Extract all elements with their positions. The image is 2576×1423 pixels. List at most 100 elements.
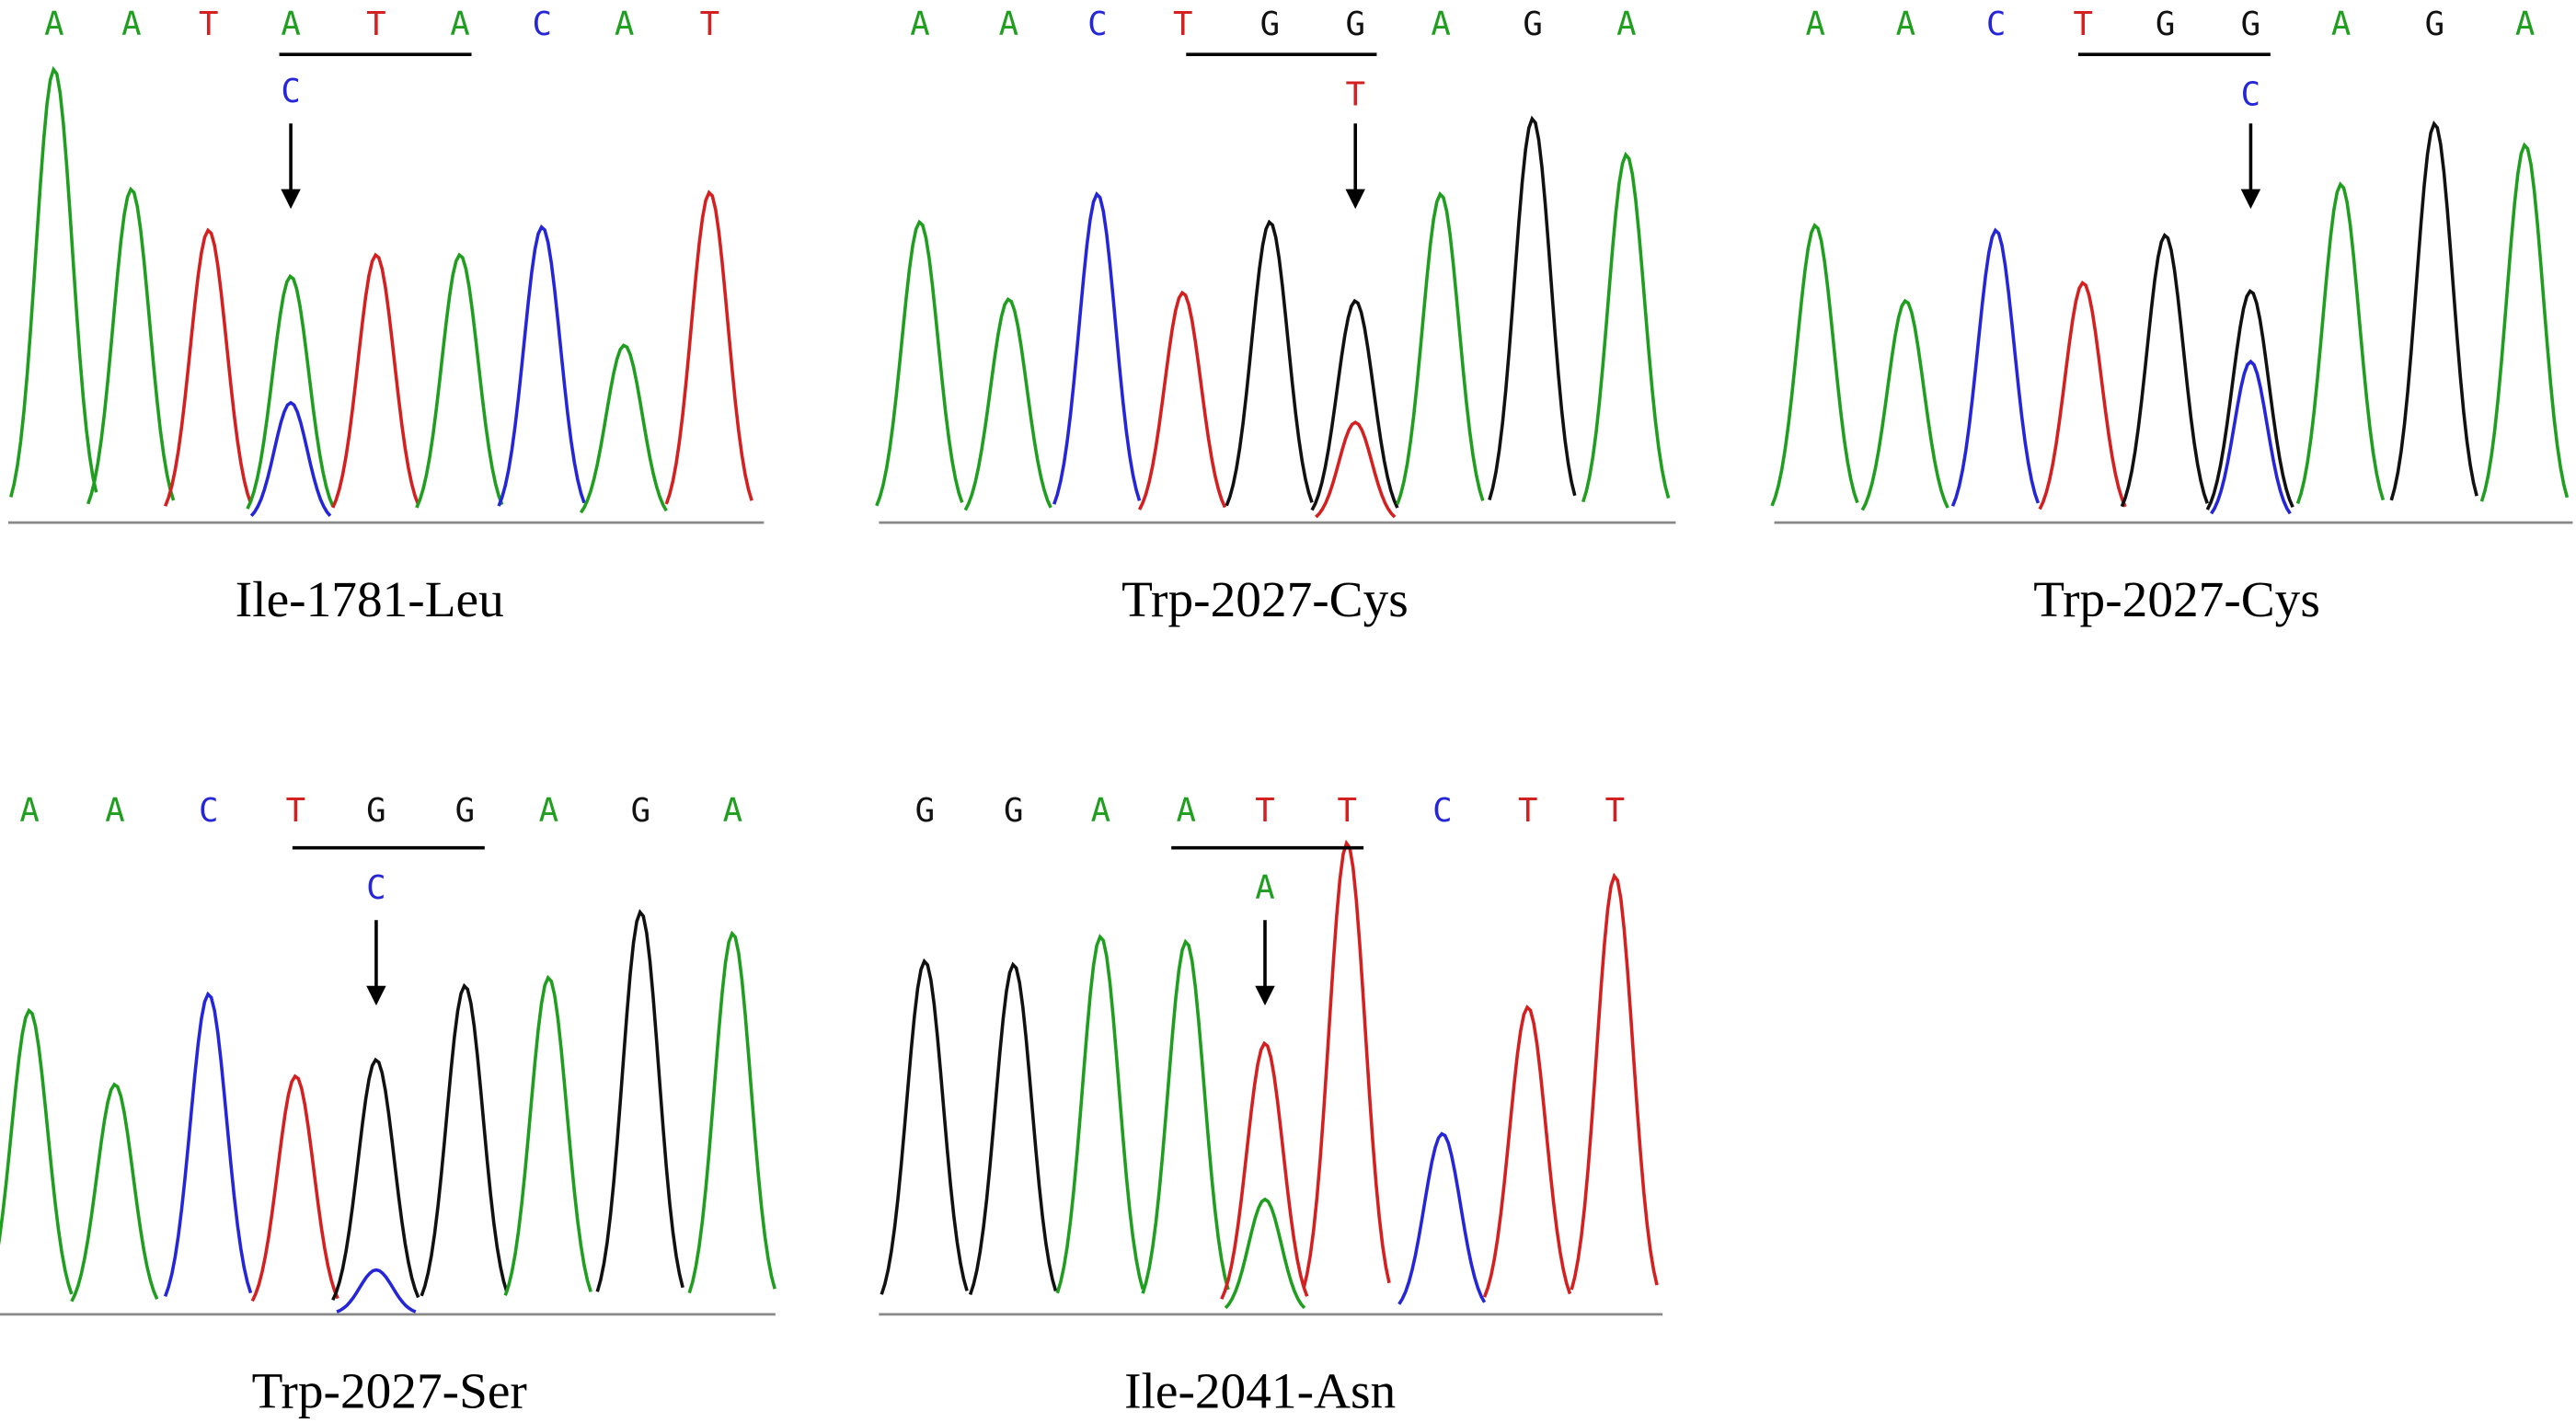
mutant-base: T bbox=[1345, 76, 1365, 114]
trace-peak bbox=[579, 343, 668, 514]
trace-peak bbox=[1581, 151, 1671, 503]
trace-peak bbox=[2205, 288, 2294, 511]
base-call: A bbox=[1177, 792, 1197, 830]
base-call: T bbox=[199, 6, 218, 43]
base-call: A bbox=[105, 792, 125, 830]
trace-peak bbox=[86, 186, 176, 505]
base-call: C bbox=[1087, 6, 1108, 43]
arrow-head bbox=[281, 189, 301, 210]
trace-peak bbox=[968, 961, 1058, 1295]
base-call: G bbox=[1523, 6, 1543, 43]
trace-peak bbox=[963, 296, 1052, 511]
base-call: G bbox=[1004, 792, 1024, 830]
trace-peak bbox=[163, 227, 253, 507]
arrow-head bbox=[1345, 189, 1365, 210]
trace-peak bbox=[415, 252, 504, 509]
trace-peak bbox=[664, 189, 753, 505]
trace-peak bbox=[1397, 1131, 1487, 1305]
base-call: A bbox=[615, 6, 635, 43]
base-call: A bbox=[2515, 6, 2536, 43]
trace-peak bbox=[1055, 934, 1144, 1294]
base-call: T bbox=[1338, 792, 1358, 830]
base-call: A bbox=[1805, 6, 1825, 43]
mutation-label: Trp-2027-Ser bbox=[252, 1363, 527, 1419]
trace-peak bbox=[2389, 120, 2478, 501]
base-call: T bbox=[366, 6, 386, 43]
trace-peak bbox=[2120, 232, 2209, 508]
trace-peak bbox=[1224, 1197, 1306, 1310]
trace-peak bbox=[1488, 115, 1577, 500]
trace-peak bbox=[1860, 298, 1949, 511]
base-call: T bbox=[1255, 792, 1274, 830]
trace-peak bbox=[250, 1073, 339, 1303]
trace-peak bbox=[1315, 420, 1397, 519]
trace-peak bbox=[1052, 191, 1142, 505]
trace-peak bbox=[331, 1057, 420, 1302]
base-call: G bbox=[366, 792, 386, 830]
base-call: T bbox=[286, 792, 306, 830]
trace-peak bbox=[2210, 359, 2292, 515]
mutation-label: Trp-2027-Cys bbox=[1121, 571, 1409, 627]
base-call: G bbox=[2425, 6, 2445, 43]
trace-peak bbox=[1396, 191, 1485, 505]
trace-peak bbox=[9, 65, 98, 498]
trace-peak bbox=[497, 224, 586, 507]
trace-peak bbox=[249, 400, 332, 517]
arrow-head bbox=[2240, 189, 2261, 210]
arrow-head bbox=[1255, 985, 1275, 1006]
base-call: A bbox=[999, 6, 1019, 43]
base-call: G bbox=[1260, 6, 1281, 43]
trace-peak bbox=[331, 252, 420, 509]
trace-peak bbox=[1950, 227, 2041, 507]
base-call: A bbox=[723, 792, 743, 830]
trace-peak bbox=[2295, 181, 2386, 504]
base-call: C bbox=[1986, 6, 2007, 43]
base-call: A bbox=[44, 6, 64, 43]
base-call: G bbox=[1345, 6, 1365, 43]
trace-peak bbox=[687, 930, 776, 1294]
base-call: C bbox=[1432, 792, 1453, 830]
trace-peak bbox=[420, 982, 509, 1297]
base-call: G bbox=[631, 792, 651, 830]
trace-peak bbox=[1570, 872, 1659, 1291]
base-call: T bbox=[700, 6, 720, 43]
base-call: A bbox=[2331, 6, 2352, 43]
trace-peak bbox=[1770, 223, 1859, 507]
base-call: A bbox=[539, 792, 559, 830]
base-call: A bbox=[281, 6, 301, 43]
base-call: A bbox=[1896, 6, 1916, 43]
trace-peak bbox=[70, 1082, 159, 1303]
base-call: T bbox=[1173, 6, 1193, 43]
base-call: G bbox=[2156, 6, 2176, 43]
mutant-base: A bbox=[1255, 869, 1274, 907]
trace-peak bbox=[1141, 938, 1230, 1294]
trace-peak bbox=[336, 1268, 417, 1314]
trace-peak bbox=[2479, 142, 2570, 502]
trace-peak bbox=[880, 958, 969, 1295]
base-call: C bbox=[533, 6, 553, 43]
trace-peak bbox=[1482, 1004, 1572, 1298]
trace-peak bbox=[0, 1007, 74, 1295]
base-call: G bbox=[2241, 6, 2261, 43]
trace-peak bbox=[246, 273, 335, 510]
trace-peak bbox=[503, 974, 592, 1296]
base-call: T bbox=[2074, 6, 2094, 43]
base-call: G bbox=[455, 792, 476, 830]
base-call: C bbox=[199, 792, 218, 830]
base-call: A bbox=[1431, 6, 1451, 43]
mutation-label: Trp-2027-Cys bbox=[2033, 571, 2320, 627]
trace-peak bbox=[2038, 281, 2127, 511]
base-call: A bbox=[1091, 792, 1111, 830]
base-call: A bbox=[19, 792, 40, 830]
base-call: T bbox=[1605, 792, 1626, 830]
base-call: A bbox=[450, 6, 470, 43]
base-call: G bbox=[915, 792, 935, 830]
trace-peak bbox=[595, 909, 684, 1292]
trace-peak bbox=[163, 991, 253, 1297]
trace-peak bbox=[1137, 290, 1227, 511]
mutant-base: C bbox=[281, 73, 301, 110]
base-call: A bbox=[910, 6, 930, 43]
mutant-base: C bbox=[2241, 76, 2261, 114]
mutation-label: Ile-2041-Asn bbox=[1124, 1363, 1396, 1419]
